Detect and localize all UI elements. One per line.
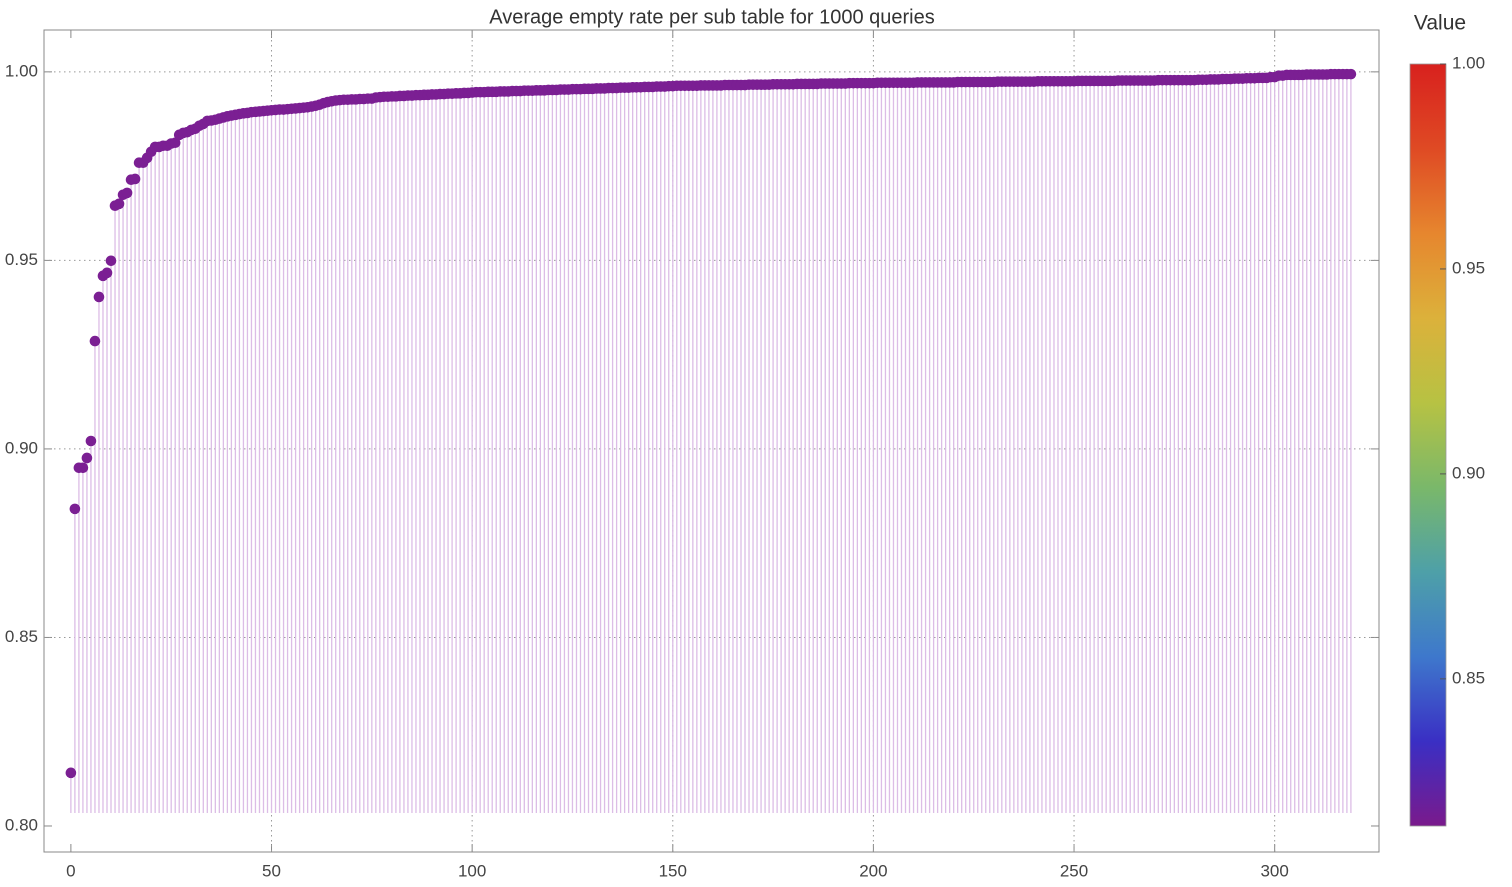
point xyxy=(121,187,133,199)
y-tick-label: 0.95 xyxy=(5,250,38,269)
colorbar-tick-label: 0.90 xyxy=(1452,463,1485,482)
colorbar-tick-label: 0.85 xyxy=(1452,668,1485,687)
point xyxy=(77,462,89,474)
x-tick-label: 50 xyxy=(262,861,281,880)
x-tick-label: 100 xyxy=(458,861,486,880)
chart-title: Average empty rate per sub table for 100… xyxy=(489,6,934,28)
x-tick-label: 150 xyxy=(659,861,687,880)
point xyxy=(69,503,81,515)
y-tick-label: 0.90 xyxy=(5,438,38,457)
point xyxy=(169,137,181,149)
point xyxy=(85,435,97,447)
x-tick-label: 200 xyxy=(859,861,887,880)
point xyxy=(65,767,77,779)
y-tick-label: 1.00 xyxy=(5,61,38,80)
point xyxy=(129,173,141,185)
point xyxy=(89,335,101,347)
point xyxy=(101,267,113,279)
point xyxy=(1345,68,1357,80)
colorbar-tick-label: 0.95 xyxy=(1452,258,1485,277)
point xyxy=(81,452,93,464)
point xyxy=(113,198,125,210)
plot-frame xyxy=(43,29,1380,853)
colorbar-title: Value xyxy=(1414,12,1466,35)
point xyxy=(93,291,105,303)
y-tick-label: 0.85 xyxy=(5,627,38,646)
x-tick-label: 0 xyxy=(66,861,75,880)
point xyxy=(105,255,117,267)
x-tick-label: 250 xyxy=(1060,861,1088,880)
colorbar xyxy=(1409,63,1447,827)
x-tick-label: 300 xyxy=(1260,861,1288,880)
y-tick-label: 0.80 xyxy=(5,815,38,834)
colorbar-tick-label: 1.00 xyxy=(1452,53,1485,72)
